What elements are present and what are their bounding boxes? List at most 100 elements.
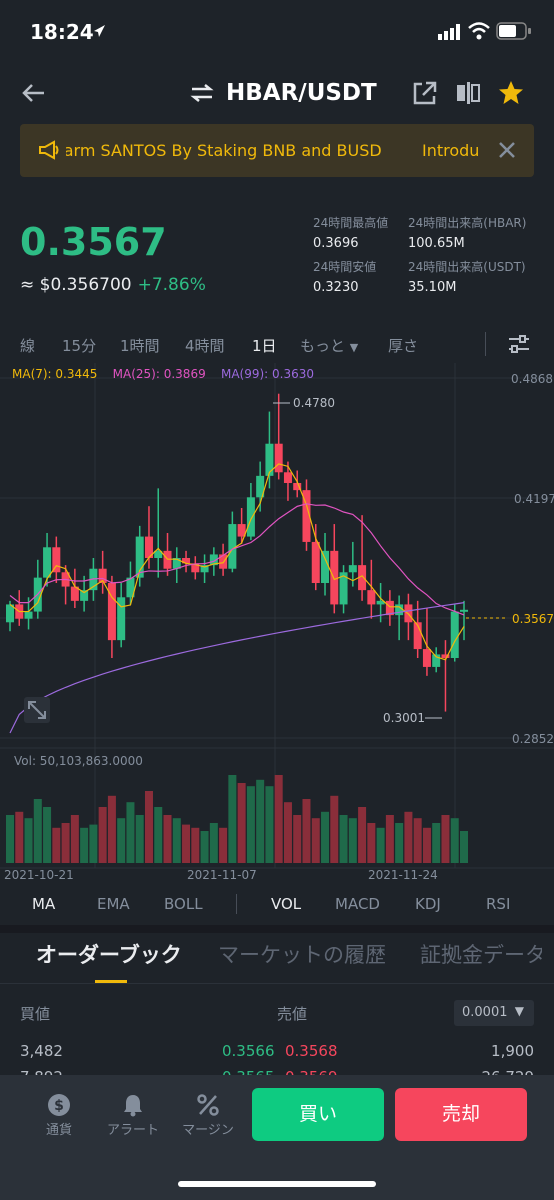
candle-body-30: [283, 472, 292, 483]
stat-low-value: 0.3230: [313, 280, 359, 295]
volume-bar-35: [330, 795, 339, 863]
volume-bar-41: [385, 815, 394, 863]
volume-bar-21: [200, 831, 209, 863]
ind-kdj[interactable]: KDJ: [415, 895, 441, 913]
ind-boll[interactable]: BOLL: [164, 895, 203, 913]
ind-macd[interactable]: MACD: [335, 895, 380, 913]
date-label-1: 2021-10-21: [4, 868, 74, 882]
bid-header: 買値: [20, 1005, 51, 1023]
price-usd: ≈ $0.356700: [20, 275, 132, 295]
candle-body-46: [432, 654, 441, 667]
precision-value: 0.0001: [462, 1005, 508, 1020]
volume-bar-19: [182, 824, 191, 863]
chevron-down-icon: ▼: [349, 341, 359, 354]
price-fiat: ≈ $0.356700 +7.86%: [20, 275, 206, 295]
nav-currency[interactable]: $ 通貨: [24, 1093, 94, 1138]
volume-bar-4: [43, 807, 52, 863]
battery-icon: [496, 22, 531, 40]
ind-ema[interactable]: EMA: [97, 895, 130, 913]
nav-alert[interactable]: アラート: [98, 1093, 168, 1138]
candle-body-18: [172, 558, 181, 569]
close-icon[interactable]: [498, 141, 516, 159]
candle-body-7: [70, 586, 79, 601]
volume-bar-47: [441, 815, 450, 863]
banner-text: Farm SANTOS By Staking BNB and BUSD: [66, 141, 382, 160]
volume-label: Vol: 50,103,863.0000: [14, 754, 143, 768]
share-icon[interactable]: [412, 80, 438, 106]
volume-bar-22: [209, 823, 218, 863]
last-price: 0.3567: [20, 220, 167, 264]
tab-more[interactable]: もっと ▼: [300, 335, 358, 356]
tab-orderbook[interactable]: オーダーブック: [36, 943, 182, 967]
signal-icon: [438, 24, 460, 40]
candle-body-14: [135, 536, 144, 578]
tab-market-history[interactable]: マーケットの履歴: [218, 943, 386, 967]
bid-price-1[interactable]: 0.3566: [222, 1042, 275, 1060]
volume-bar-20: [191, 827, 200, 863]
ma25-line: [9, 503, 465, 616]
candle-body-16: [154, 550, 163, 558]
candle-body-32: [302, 490, 311, 542]
ind-ma[interactable]: MA: [32, 895, 56, 913]
pair-title[interactable]: HBAR/USDT: [190, 80, 377, 106]
tab-margin-data[interactable]: 証拠金データ: [420, 943, 542, 967]
candle-body-5: [52, 547, 61, 573]
candle-body-35: [330, 550, 339, 605]
announcement-banner[interactable]: Farm SANTOS By Staking BNB and BUSD Intr…: [20, 124, 534, 177]
candle-body-0: [6, 604, 14, 623]
precision-select[interactable]: 0.0001 ▼: [454, 1000, 534, 1026]
wifi-icon: [468, 22, 490, 40]
volume-bar-18: [172, 818, 181, 863]
candle-body-19: [182, 558, 191, 564]
y-label-2: 0.4197: [514, 492, 554, 506]
volume-bar-38: [358, 807, 367, 863]
tab-depth[interactable]: 厚さ: [388, 337, 419, 355]
stat-high-value: 0.3696: [313, 236, 359, 251]
volume-bar-23: [219, 827, 228, 863]
tab-line[interactable]: 線: [20, 337, 36, 355]
compare-icon[interactable]: [455, 80, 481, 106]
price-chart[interactable]: 0.4868 0.4197 0.2852 0.3567 0.4780 0.300…: [0, 363, 554, 883]
tab-1d[interactable]: 1日: [252, 337, 277, 355]
candle-body-42: [395, 604, 404, 616]
stat-vol-quote-label: 24時間出来高(USDT): [408, 260, 526, 274]
volume-bar-42: [395, 823, 404, 863]
banner-clip: Farm SANTOS By Staking BNB and BUSD: [66, 124, 422, 177]
candles: [6, 393, 468, 712]
candle-body-25: [237, 524, 246, 537]
chevron-down-icon: ▼: [514, 1004, 524, 1018]
tab-underline: [95, 980, 127, 983]
ob-divider: [0, 983, 554, 984]
volume-bar-37: [348, 818, 357, 863]
nav-margin-label: マージン: [182, 1123, 234, 1138]
tab-15m[interactable]: 15分: [62, 337, 97, 355]
dollar-icon: $: [48, 1094, 70, 1116]
tab-4h[interactable]: 4時間: [185, 337, 225, 355]
volume-bar-2: [24, 818, 33, 863]
candle-body-2: [24, 611, 33, 619]
candle-body-37: [348, 565, 357, 573]
sell-button[interactable]: 売却: [395, 1088, 527, 1141]
status-time: 18:24: [30, 20, 94, 44]
settings-sliders-icon[interactable]: [508, 333, 530, 355]
favorite-star-icon[interactable]: [498, 80, 524, 106]
tab-more-label: もっと: [300, 337, 346, 355]
candle-body-24: [228, 524, 237, 569]
candle-body-36: [339, 572, 348, 605]
candle-body-4: [43, 547, 52, 578]
volume-bar-33: [311, 818, 320, 863]
back-arrow-icon[interactable]: [20, 82, 46, 104]
chart-grid: [0, 363, 554, 869]
tab-1h[interactable]: 1時間: [120, 337, 160, 355]
ind-vol[interactable]: VOL: [271, 895, 302, 913]
ind-rsi[interactable]: RSI: [486, 895, 511, 913]
volume-bar-36: [339, 815, 348, 863]
date-label-3: 2021-11-24: [368, 868, 438, 882]
buy-button[interactable]: 買い: [252, 1088, 384, 1141]
ma99-legend: MA(99): 0.3630: [220, 367, 315, 381]
nav-margin[interactable]: マージン: [173, 1093, 243, 1138]
date-label-2: 2021-11-07: [187, 868, 257, 882]
stat-low-label: 24時間安値: [313, 260, 377, 274]
ask-price-1[interactable]: 0.3568: [285, 1042, 338, 1060]
price-change: +7.86%: [137, 275, 206, 295]
